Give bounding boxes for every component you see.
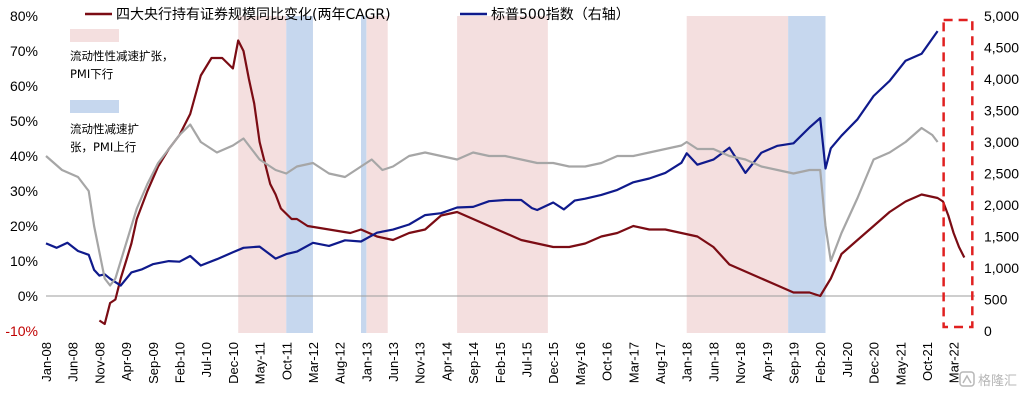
- x-tick-label: Jan-08: [39, 342, 54, 382]
- x-tick-label: May-16: [573, 342, 588, 385]
- x-tick-label: Feb-10: [172, 342, 187, 383]
- x-tick-label: Mar-17: [626, 342, 641, 383]
- series-line-1: [98, 39, 966, 326]
- y-right-tick-label: 500: [984, 292, 1008, 308]
- shade-2-period-2: [361, 16, 367, 333]
- y-left-tick-label: 10%: [10, 253, 38, 269]
- legend-line2-label: 标普500指数（右轴）: [491, 7, 630, 23]
- left-axis-ticks: 80% 70% 60% 50% 40% 30% 20% 10% 0% -10%: [5, 8, 38, 339]
- y-right-tick-label: 3,500: [984, 103, 1019, 119]
- shade-1-period-3: [457, 16, 548, 333]
- y-left-tick-label: 60%: [10, 78, 38, 94]
- series-lines: [45, 30, 966, 326]
- legend-shade2-swatch: [70, 100, 119, 113]
- x-tick-label: Dec-10: [226, 342, 241, 384]
- x-tick-label: Jun-13: [386, 342, 401, 382]
- shade-1-period-2: [366, 16, 388, 333]
- x-axis-ticks: Jan-08 Jun-08 Nov-08 Apr-09 Sep-09 Feb-10 Jul-…: [39, 342, 962, 385]
- logo-icon: [959, 371, 975, 387]
- x-tick-label: Jan-13: [359, 342, 374, 382]
- x-tick-label: Apr-14: [439, 342, 454, 381]
- highlight-box-rect: [942, 18, 974, 329]
- y-right-tick-label: 2,500: [984, 166, 1019, 182]
- y-left-tick-label: 30%: [10, 183, 38, 199]
- highlight-box: [942, 18, 974, 329]
- x-tick-label: Apr-09: [119, 342, 134, 381]
- x-tick-label: Jul-20: [840, 342, 855, 377]
- x-tick-label: Sep-09: [146, 342, 161, 384]
- x-tick-label: Sep-19: [786, 342, 801, 384]
- legend-shade1-label-line1: 流动性性减速扩张，: [70, 49, 174, 63]
- x-tick-label: May-21: [893, 342, 908, 385]
- legend-shade2-label-line1: 流动性减速扩: [70, 122, 139, 136]
- legend-shade1-label-line2: PMI下行: [70, 67, 113, 81]
- y-right-tick-label: 3,000: [984, 134, 1019, 150]
- x-tick-label: Oct-16: [600, 342, 615, 381]
- x-tick-label: Jun-18: [706, 342, 721, 382]
- x-tick-label: Dec-20: [867, 342, 882, 384]
- shade-2-period-1: [286, 16, 313, 333]
- y-right-tick-label: 5,000: [984, 8, 1019, 24]
- watermark-text: 格隆汇: [978, 373, 1017, 389]
- x-tick-label: Apr-19: [760, 342, 775, 381]
- x-tick-label: Aug-12: [333, 342, 348, 384]
- y-left-tick-label: 70%: [10, 43, 38, 59]
- y-right-tick-label: 2,000: [984, 197, 1019, 213]
- x-tick-label: Jul-10: [199, 342, 214, 377]
- y-left-tick-label: -10%: [5, 323, 38, 339]
- y-right-tick-label: 1,500: [984, 229, 1019, 245]
- x-tick-label: Aug-17: [653, 342, 668, 384]
- x-tick-label: Dec-15: [546, 342, 561, 384]
- y-right-tick-label: 0: [984, 323, 992, 339]
- x-tick-label: Sep-14: [466, 342, 481, 384]
- series-line-2: [45, 30, 939, 287]
- y-left-tick-label: 0%: [18, 288, 38, 304]
- legend-line1-label: 四大央行持有证券规模同比变化(两年CAGR): [116, 7, 391, 23]
- x-tick-label: Mar-12: [306, 342, 321, 383]
- x-tick-label: Oct-11: [279, 342, 294, 380]
- x-tick-label: Oct-21: [920, 342, 935, 381]
- x-tick-label: Jul-15: [520, 342, 535, 377]
- x-tick-label: Mar-22: [947, 342, 962, 383]
- x-tick-label: Nov-08: [92, 342, 107, 384]
- legend-shade2-label-line2: 张，PMI上行: [70, 140, 136, 154]
- x-tick-label: Nov-18: [733, 342, 748, 384]
- right-axis-ticks: 5,000 4,500 4,000 3,500 3,000 2,500 2,000 1,500…: [984, 8, 1019, 339]
- x-tick-label: May-11: [253, 342, 268, 384]
- y-left-tick-label: 80%: [10, 8, 38, 24]
- x-tick-label: Feb-15: [493, 342, 508, 383]
- y-right-tick-label: 4,500: [984, 40, 1019, 56]
- y-right-tick-label: 4,000: [984, 71, 1019, 87]
- x-tick-label: Jan-18: [680, 342, 695, 382]
- shade-2-period-3: [788, 16, 826, 333]
- x-tick-label: Jun-08: [66, 342, 81, 382]
- y-left-tick-label: 20%: [10, 218, 38, 234]
- y-left-tick-label: 40%: [10, 148, 38, 164]
- y-left-tick-label: 50%: [10, 113, 38, 129]
- shade-1-period-4: [686, 16, 789, 333]
- shaded-periods: [238, 16, 826, 333]
- legend-shade1-swatch: [70, 29, 119, 42]
- y-right-tick-label: 1,000: [984, 260, 1019, 276]
- x-tick-label: Nov-13: [413, 342, 428, 384]
- x-tick-label: Feb-20: [813, 342, 828, 383]
- series-line-3: [45, 123, 939, 287]
